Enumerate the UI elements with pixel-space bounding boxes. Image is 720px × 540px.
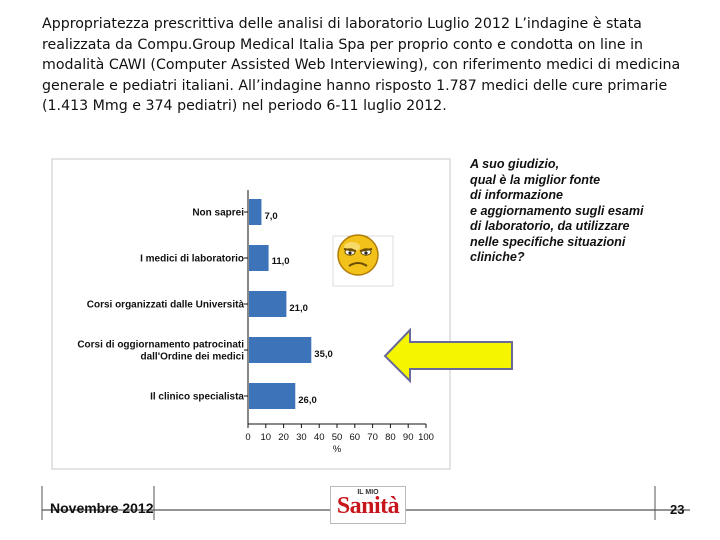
- category-label: Corsi di oggiornamento patrocinati: [77, 340, 244, 351]
- logo-small-text: IL MIO: [357, 489, 379, 496]
- page-number: 23: [670, 502, 685, 517]
- category-label: dall'Ordine dei medici: [140, 352, 244, 363]
- category-label: Corsi organizzati dalle Università: [87, 300, 245, 311]
- footer-rule: [41, 486, 690, 520]
- bar-value-label: 35,0: [314, 349, 333, 360]
- category-label: Il clinico specialista: [150, 392, 244, 403]
- x-tick-label: 30: [296, 432, 307, 443]
- bar-value-label: 11,0: [272, 256, 290, 267]
- x-tick-label: 40: [314, 432, 325, 443]
- x-tick-label: 10: [261, 432, 272, 443]
- bar-value-label: 21,0: [289, 303, 308, 314]
- x-tick-label: 80: [385, 432, 396, 443]
- bar: [249, 337, 312, 363]
- sanita-logo: IL MIO Sanità: [330, 486, 406, 524]
- x-tick-label: 0: [245, 432, 250, 443]
- x-axis-label: %: [333, 444, 342, 455]
- bar: [249, 383, 296, 409]
- survey-question: A suo giudizio, qual è la miglior fonte …: [470, 157, 644, 264]
- sad-smiley-icon: [332, 234, 394, 287]
- footer-date: Novembre 2012: [50, 500, 154, 516]
- bar: [249, 291, 287, 317]
- x-tick-label: 70: [367, 432, 378, 443]
- x-tick-label: 100: [418, 432, 434, 443]
- category-label: Non saprei: [192, 208, 244, 219]
- x-tick-label: 20: [278, 432, 289, 443]
- logo-main-text: Sanità: [336, 493, 400, 519]
- x-tick-label: 90: [403, 432, 414, 443]
- x-tick-label: 50: [332, 432, 343, 443]
- bar-chart: 0 10 20 30 40 50 60 70 80 90 100% 7,0 Non saprei 11,0…: [77, 190, 434, 455]
- x-tick-label: 60: [350, 432, 361, 443]
- bar-value-label: 7,0: [264, 211, 277, 222]
- intro-text: Appropriatezza prescrittiva delle analis…: [42, 16, 681, 115]
- category-label: I medici di laboratorio: [140, 254, 244, 265]
- bar: [249, 245, 269, 271]
- left-arrow-icon: [383, 327, 513, 384]
- bar: [249, 199, 262, 225]
- bar-value-label: 26,0: [298, 395, 317, 406]
